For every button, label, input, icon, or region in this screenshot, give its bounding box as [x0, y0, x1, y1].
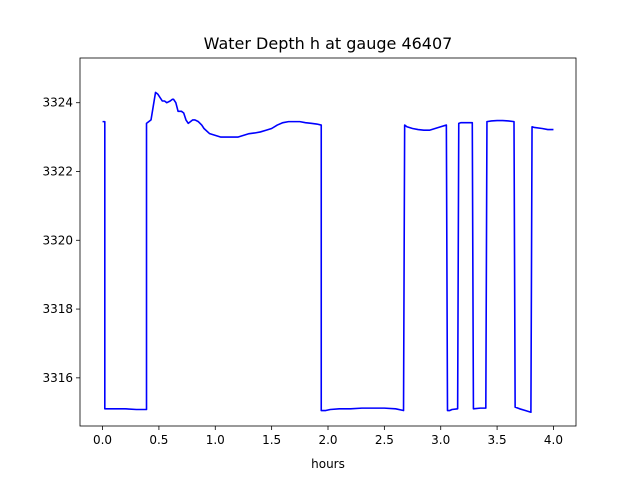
y-tick-label: 3322	[42, 164, 73, 178]
series-line	[102, 91, 554, 414]
x-axis: 0.0 0.5 1.0 1.5 2.0 2.5 3.0 3.5 4.0	[93, 426, 563, 447]
x-tick-label: 2.0	[318, 433, 337, 447]
y-tick-label: 3320	[42, 233, 73, 247]
x-tick-label: 3.0	[431, 433, 450, 447]
x-axis-label: hours	[311, 457, 345, 471]
x-tick-label: 0.5	[149, 433, 168, 447]
x-tick-label: 4.0	[544, 433, 563, 447]
y-tick-label: 3324	[42, 96, 73, 110]
x-tick-label: 1.0	[206, 433, 225, 447]
y-axis: 3316 3318 3320 3322 3324	[42, 96, 80, 385]
y-tick-label: 3318	[42, 302, 73, 316]
plot-area	[80, 58, 576, 426]
x-tick-label: 2.5	[375, 433, 394, 447]
x-tick-label: 3.5	[488, 433, 507, 447]
chart-title: Water Depth h at gauge 46407	[204, 34, 453, 53]
series-layer	[102, 91, 554, 414]
x-tick-label: 1.5	[262, 433, 281, 447]
y-tick-label: 3316	[42, 371, 73, 385]
x-tick-label: 0.0	[93, 433, 112, 447]
